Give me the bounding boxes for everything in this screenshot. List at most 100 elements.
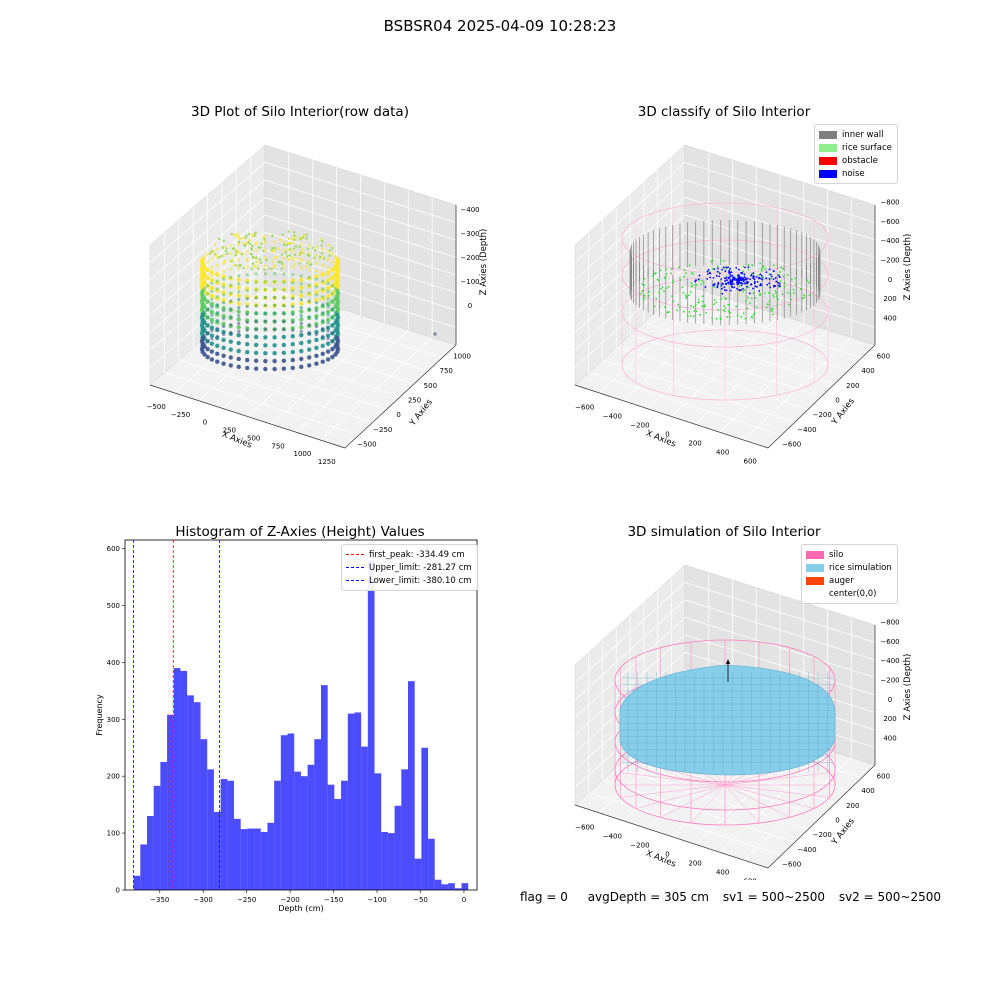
rice-surface-point <box>776 305 778 307</box>
raw-point <box>222 317 225 320</box>
histogram-bar <box>341 781 348 890</box>
raw-point <box>237 274 240 277</box>
raw-point <box>259 259 261 261</box>
raw-point <box>302 252 304 254</box>
raw-point <box>245 235 247 237</box>
histogram-bar <box>308 765 315 890</box>
noise-point <box>729 274 731 276</box>
noise-point <box>742 279 744 281</box>
raw-point <box>305 233 307 235</box>
rice-surface-point <box>665 268 667 270</box>
raw-point <box>263 335 267 339</box>
raw-point <box>264 296 267 299</box>
noise-point <box>736 283 738 285</box>
raw-point <box>231 233 233 235</box>
noise-point <box>766 277 768 279</box>
histogram-x-tick-label: −200 <box>281 896 300 904</box>
noise-point <box>720 278 722 280</box>
cls-z-tick-label: 0 <box>888 276 892 284</box>
noise-point <box>733 279 735 281</box>
histogram-legend-line <box>346 554 364 555</box>
raw-point <box>291 238 293 240</box>
noise-point <box>761 279 763 281</box>
raw-point <box>315 301 318 304</box>
raw-point <box>278 247 280 249</box>
sim-y-tick-label: 600 <box>877 772 890 780</box>
rice-surface-point <box>689 311 691 313</box>
raw-z-tick-label: −400 <box>460 206 479 214</box>
raw-point <box>327 337 330 340</box>
raw-point <box>210 290 213 293</box>
raw-point <box>282 343 286 347</box>
simulation-x-axis-label: X Axies <box>644 849 677 870</box>
raw-point <box>335 312 339 316</box>
noise-point <box>773 278 775 280</box>
rice-surface-point <box>770 309 772 311</box>
raw-point <box>229 331 232 334</box>
simulation-legend-label: silo <box>829 550 843 560</box>
raw-point <box>272 343 276 347</box>
rice-surface-point <box>720 260 722 262</box>
rice-surface-point <box>729 316 731 318</box>
simulation-y-axis-label: Y Axies <box>829 816 857 848</box>
histogram-bar <box>441 884 448 890</box>
raw-point <box>321 327 324 330</box>
raw-point <box>250 253 252 255</box>
raw-point <box>245 334 249 338</box>
raw-point <box>315 317 318 320</box>
raw-point <box>259 246 261 248</box>
rice-surface-point <box>753 292 755 294</box>
histogram-bar <box>160 762 167 890</box>
raw-x-tick-label: −250 <box>171 411 190 419</box>
raw-point <box>288 238 290 240</box>
raw-point <box>282 304 285 307</box>
rice-surface-point <box>751 298 753 300</box>
raw-point <box>272 260 274 262</box>
raw-point <box>331 247 333 249</box>
rice-surface-point <box>723 260 725 262</box>
raw-point <box>273 312 276 315</box>
rice-surface-point <box>747 269 749 271</box>
raw-point <box>282 335 286 339</box>
noise-point <box>760 273 762 275</box>
raw-point <box>236 233 238 235</box>
rice-surface-point <box>658 280 660 282</box>
rice-surface-point <box>666 273 668 275</box>
raw-point <box>286 255 288 257</box>
raw-point <box>314 346 318 350</box>
simulation-legend-item: center(0,0) <box>806 587 892 600</box>
histogram-bar <box>388 833 395 890</box>
raw-point <box>237 306 240 309</box>
rice-surface-point <box>787 274 789 276</box>
histogram-x-label: Depth (cm) <box>278 904 323 913</box>
raw-point <box>264 288 267 291</box>
noise-point <box>713 268 715 270</box>
raw-point <box>321 252 323 254</box>
histogram-bar <box>274 781 281 890</box>
raw-point <box>231 258 233 260</box>
noise-point <box>727 281 729 283</box>
raw-point <box>233 234 235 236</box>
simulation-z-axis-label: Z Axies (Depth) <box>903 654 913 721</box>
raw-point <box>216 327 219 330</box>
raw-point <box>433 332 437 336</box>
raw-point <box>321 303 324 306</box>
sv1-status: sv1 = 500~2500 <box>723 890 825 904</box>
raw-point <box>206 260 209 263</box>
histogram-bar <box>134 876 141 890</box>
raw-point <box>246 329 249 332</box>
raw-point <box>318 258 320 260</box>
raw-point <box>263 351 267 355</box>
rice-surface-point <box>643 278 645 280</box>
raw-point <box>210 357 214 361</box>
noise-point <box>722 283 724 285</box>
rice-surface-point <box>764 292 766 294</box>
raw-point <box>327 321 330 324</box>
raw-point <box>235 264 237 266</box>
histogram-bar <box>167 715 174 890</box>
raw-point <box>260 262 262 264</box>
rice-surface-point <box>744 318 746 320</box>
raw-point <box>308 284 311 287</box>
histogram-y-tick-label: 300 <box>107 716 120 724</box>
rice-surface-point <box>696 284 698 286</box>
